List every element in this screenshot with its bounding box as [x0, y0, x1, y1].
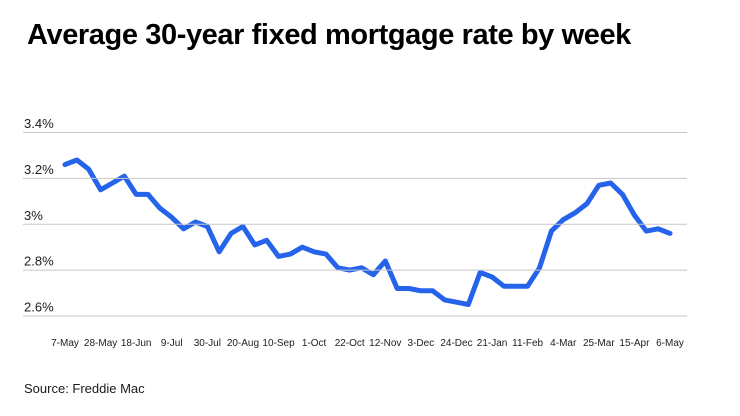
rate-line	[62, 157, 673, 307]
x-tick-label: 7-May	[51, 338, 79, 349]
x-tick-label: 22-Oct	[335, 338, 365, 349]
x-tick-label: 1-Oct	[302, 338, 327, 349]
x-tick-label: 28-May	[84, 338, 117, 349]
x-tick-label: 4-Mar	[550, 338, 577, 349]
y-tick-label: 3%	[24, 208, 43, 223]
x-tick-label: 11-Feb	[512, 338, 543, 349]
source-note: Source: Freddie Mac	[24, 381, 145, 396]
x-tick-label: 6-May	[656, 338, 684, 349]
x-tick-label: 15-Apr	[619, 338, 650, 349]
x-tick-label: 25-Mar	[583, 338, 615, 349]
x-tick-label: 30-Jul	[194, 338, 221, 349]
y-tick-label: 3.2%	[24, 162, 54, 177]
x-tick-label: 24-Dec	[440, 338, 472, 349]
gridline-layer	[23, 132, 687, 317]
x-tick-label: 9-Jul	[161, 338, 183, 349]
x-tick-label: 18-Jun	[121, 338, 152, 349]
y-tick-label: 2.6%	[24, 300, 54, 315]
chart-title: Average 30-year fixed mortgage rate by w…	[27, 19, 631, 51]
x-tick-label: 20-Aug	[227, 338, 259, 349]
x-tick-label: 21-Jan	[477, 338, 508, 349]
rate-line-layer	[62, 157, 673, 307]
x-tick-label: 3-Dec	[408, 338, 435, 349]
axis-label-layer: 3.4% 3.2% 3% 2.8% 2.6% 7-May 28-May 18-Jun 9-Jul…	[24, 116, 684, 349]
x-tick-label: 12-Nov	[369, 338, 401, 349]
y-tick-label: 3.4%	[24, 116, 54, 131]
x-tick-label: 10-Sep	[262, 338, 295, 349]
y-tick-label: 2.8%	[24, 254, 54, 269]
